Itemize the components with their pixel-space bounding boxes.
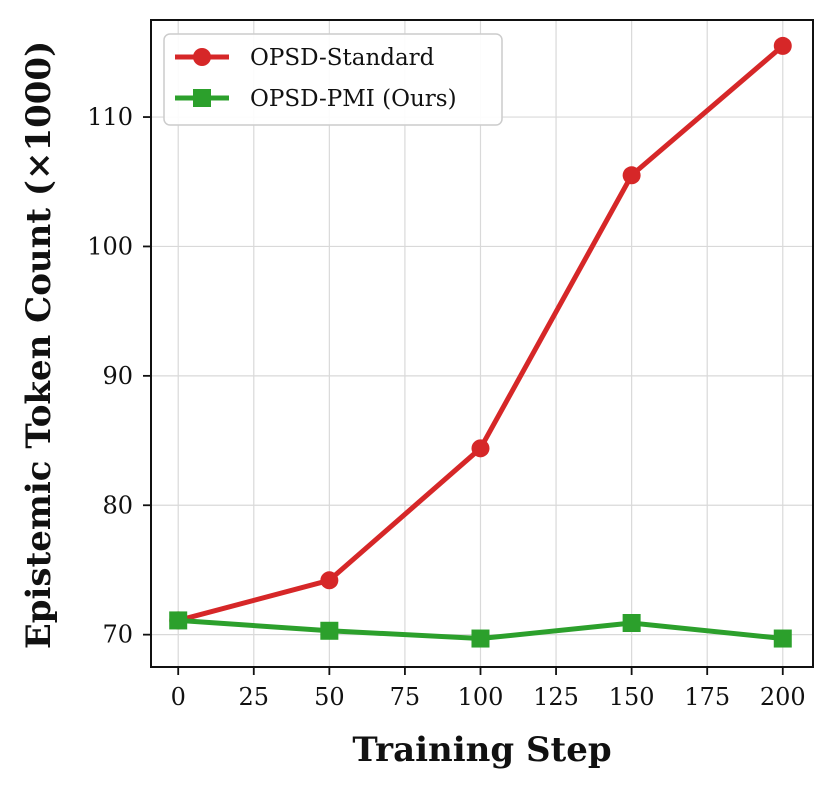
x-tick-label: 150 [609, 683, 655, 711]
legend-label-opsd-pmi: OPSD-PMI (Ours) [250, 86, 457, 112]
legend: OPSD-Standard OPSD-PMI (Ours) [163, 33, 503, 126]
series-layer [169, 36, 792, 648]
y-tick-label: 70 [102, 621, 133, 649]
data-point-series-0-3 [622, 166, 641, 185]
data-point-series-1-4 [773, 629, 792, 648]
plot-area-frame [150, 19, 814, 668]
y-tick-label: 80 [102, 491, 133, 519]
x-tick-label: 50 [314, 683, 345, 711]
x-tick-label: 0 [171, 683, 186, 711]
data-point-series-0-1 [320, 571, 339, 590]
x-axis-title: Training Step [352, 730, 611, 770]
data-point-series-1-0 [169, 611, 188, 630]
y-tick-label: 110 [87, 103, 133, 131]
x-tick-label: 175 [684, 683, 730, 711]
data-point-series-1-2 [471, 629, 490, 648]
data-point-series-0-2 [471, 439, 490, 458]
x-tick-label: 200 [760, 683, 806, 711]
legend-marker-opsd-pmi [193, 89, 211, 107]
y-axis-title: Epistemic Token Count (×1000) [19, 41, 59, 649]
data-point-series-0-4 [773, 36, 792, 55]
legend-marker-opsd-standard [193, 48, 211, 66]
data-point-series-1-3 [622, 614, 641, 633]
legend-label-opsd-standard: OPSD-Standard [250, 45, 435, 71]
y-tick-label: 90 [102, 362, 133, 390]
tick-layer: 0 25 50 75 100 125 150 175 200 70 80 90 100 110 [87, 103, 805, 711]
x-tick-label: 25 [239, 683, 270, 711]
x-tick-label: 100 [458, 683, 504, 711]
legend-box [163, 33, 503, 126]
x-tick-label: 125 [533, 683, 579, 711]
data-point-series-1-1 [320, 621, 339, 640]
y-tick-label: 100 [87, 232, 133, 260]
x-tick-label: 75 [390, 683, 421, 711]
